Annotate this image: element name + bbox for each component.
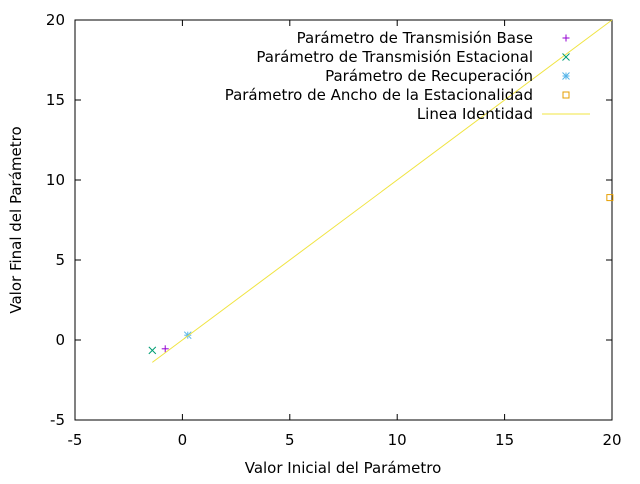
data-point: [183, 331, 192, 340]
y-tick-label: 10: [46, 171, 65, 189]
data-point: [148, 346, 157, 355]
legend-label: Linea Identidad: [417, 105, 533, 123]
legend-marker: [562, 53, 570, 61]
plot-frame: [74, 19, 613, 421]
y-tick-label: 5: [55, 251, 65, 269]
legend-label: Parámetro de Ancho de la Estacionalidad: [225, 86, 533, 104]
y-tick-label: 0: [55, 331, 65, 349]
y-axis-label: Valor Final del Parámetro: [7, 126, 25, 313]
x-tick-label: 15: [495, 431, 514, 449]
x-axis-label: Valor Inicial del Parámetro: [245, 459, 442, 477]
y-tick-label: 20: [46, 11, 65, 29]
legend-marker: [562, 34, 570, 42]
legend-label: Parámetro de Transmisión Base: [297, 29, 533, 47]
series-layer: [148, 19, 614, 363]
legend-marker: [562, 91, 570, 99]
x-tick-label: 0: [178, 431, 188, 449]
y-tick-label: -5: [50, 411, 65, 429]
x-axis: -5 0 5 10 15 20: [68, 20, 622, 449]
x-tick-label: 5: [285, 431, 295, 449]
legend-label: Parámetro de Recuperación: [325, 67, 533, 85]
x-tick-label: 20: [602, 431, 621, 449]
y-tick-label: 15: [46, 91, 65, 109]
legend-marker: [562, 72, 570, 80]
identity-line: [152, 19, 613, 363]
data-point: [161, 345, 169, 353]
legend-label: Parámetro de Transmisión Estacional: [256, 48, 533, 66]
data-point: [606, 194, 614, 202]
y-axis: -5 0 5 10 15 20: [46, 11, 612, 429]
x-tick-label: 10: [388, 431, 407, 449]
x-tick-label: -5: [68, 431, 83, 449]
